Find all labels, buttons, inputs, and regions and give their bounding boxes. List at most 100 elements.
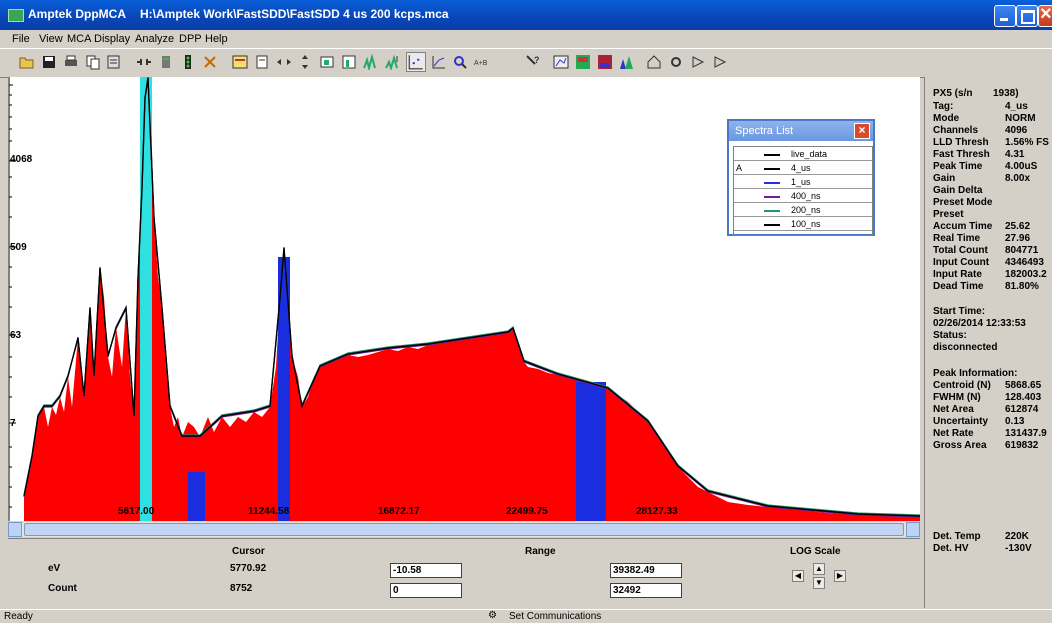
range-count-min-field[interactable]: 0 [390, 583, 462, 598]
spectrum-window-icon[interactable] [232, 54, 248, 70]
scroll-left-icon[interactable] [8, 522, 22, 537]
spectra-list-dialog[interactable]: Spectra List × live_data A 4_us 1_us 400… [727, 119, 875, 236]
zoom-icon[interactable] [452, 54, 468, 70]
paste-icon[interactable] [106, 54, 122, 70]
spectrum-item-4us[interactable]: A 4_us [734, 163, 872, 175]
info-row: Channels 4096 [933, 125, 1028, 136]
info-row: Accum Time 25.62 [933, 221, 1031, 232]
home-icon[interactable] [646, 54, 662, 70]
swatch [764, 168, 780, 170]
info-row: Dead Time 81.80% [933, 281, 1039, 292]
status-bar: Ready ⚙ Set Communications [0, 609, 1052, 623]
scale-down-button[interactable]: ▼ [813, 577, 825, 589]
app-name: Amptek DppMCA [28, 7, 126, 21]
readout-panel: Cursor Range LOG Scale eV Count 5770.92 … [8, 538, 920, 609]
delta-icon[interactable] [597, 54, 613, 70]
minimize-button[interactable] [994, 5, 1016, 27]
close-button[interactable] [1038, 3, 1052, 27]
maximize-button[interactable] [1016, 5, 1038, 27]
menu-bar: File View MCA Display Analyze DPP Help [0, 30, 1052, 47]
open-icon[interactable] [19, 54, 35, 70]
connect-icon[interactable] [136, 54, 152, 70]
info-panel: PX5 (s/n 1938) Tag: 4_us Mode NORM Channels… [924, 77, 1052, 608]
app-icon [8, 9, 24, 22]
menu-mca[interactable]: MCA [67, 33, 92, 45]
peak-row: Gross Area 619832 [933, 440, 1039, 451]
menu-display[interactable]: Display [94, 33, 131, 45]
help-icon[interactable]: ? [525, 54, 541, 70]
status-communications: Set Communications [509, 611, 602, 622]
save-icon[interactable] [41, 54, 57, 70]
traffic-light-icon[interactable] [180, 54, 196, 70]
peak-row: Net Rate 131437.9 [933, 428, 1047, 439]
info-row: Preset Mode [933, 197, 993, 208]
det-row: Det. Temp 220K [933, 531, 1029, 542]
settings-icon[interactable] [668, 54, 684, 70]
horizontal-scrollbar[interactable] [8, 522, 920, 537]
bar-icon[interactable] [341, 54, 357, 70]
info-row: Tag: 4_us [933, 101, 1028, 112]
x-tick-4: 22499.75 [506, 506, 548, 517]
line-icon[interactable] [431, 54, 447, 70]
menu-analyze[interactable]: Analyze [135, 33, 175, 45]
menu-help[interactable]: Help [205, 33, 228, 45]
info-row: LLD Thresh 1.56% FS [933, 137, 1049, 148]
range-count-max-field[interactable]: 32492 [610, 583, 682, 598]
info-row: Gain 8.00x [933, 173, 1031, 184]
count-label: Count [48, 583, 77, 594]
horizontal-zoom-icon[interactable] [276, 54, 292, 70]
spectrum-item-1us[interactable]: 1_us [734, 177, 872, 189]
peak-row: Uncertainty 0.13 [933, 416, 1025, 427]
add-spectra-icon[interactable]: A+B [473, 54, 493, 70]
play-icon[interactable] [690, 54, 706, 70]
cursor-label: Cursor [232, 546, 265, 557]
cursor-ev-value: 5770.92 [230, 563, 267, 574]
print-icon[interactable] [63, 54, 79, 70]
y-tick-509: 509 [10, 242, 27, 253]
y-tick-4068: 4068 [10, 154, 33, 165]
swatch [764, 196, 780, 198]
y-tick-7: 7 [10, 418, 16, 429]
spectrum-item-400ns[interactable]: 400_ns [734, 191, 872, 203]
chart-icon[interactable] [553, 54, 569, 70]
device-icon[interactable] [158, 54, 174, 70]
scale-left-button[interactable]: ◀ [792, 570, 804, 582]
menu-file[interactable]: File [12, 33, 30, 45]
color-peaks-icon[interactable] [619, 54, 635, 70]
calibrate-icon[interactable] [575, 54, 591, 70]
window-title: Amptek DppMCA H:\Amptek Work\FastSDD\Fast… [28, 7, 449, 21]
clear-icon[interactable] [202, 54, 218, 70]
vertical-zoom-icon[interactable] [297, 54, 313, 70]
swatch [764, 154, 780, 156]
close-icon[interactable]: × [854, 123, 870, 139]
info-row: Mode NORM [933, 113, 1036, 124]
range-label: Range [525, 546, 556, 557]
peak-row: Centroid (N) 5868.65 [933, 380, 1042, 391]
menu-view[interactable]: View [39, 33, 63, 45]
status-ready: Ready [4, 611, 33, 622]
start-time: 02/26/2014 12:33:53 [933, 318, 1026, 329]
range-ev-min-field[interactable]: -10.58 [390, 563, 462, 578]
ev-label: eV [48, 563, 61, 574]
peaks-icon[interactable] [363, 54, 379, 70]
spectrum-area [24, 77, 920, 521]
roi-blue-2 [278, 257, 290, 521]
play-step-icon[interactable] [712, 54, 728, 70]
points-icon[interactable] [406, 52, 426, 72]
spectrum-item-live-data[interactable]: live_data [734, 149, 872, 161]
peak-search-icon[interactable] [385, 54, 401, 70]
scale-up-button[interactable]: ▲ [813, 563, 825, 575]
spectrum-item-200ns[interactable]: 200_ns [734, 205, 872, 217]
range-ev-max-field[interactable]: 39382.49 [610, 563, 682, 578]
spectrum-svg[interactable] [8, 77, 920, 521]
scroll-thumb[interactable] [24, 523, 904, 536]
scroll-right-icon[interactable] [906, 522, 920, 537]
copy-icon[interactable] [85, 54, 101, 70]
peak-info-heading: Peak Information: [933, 368, 1018, 379]
scale-right-button[interactable]: ▶ [834, 570, 846, 582]
roi-icon[interactable] [319, 54, 335, 70]
menu-dpp[interactable]: DPP [179, 33, 202, 45]
det-row: Det. HV -130V [933, 543, 1032, 554]
spectrum-item-100ns[interactable]: 100_ns [734, 219, 872, 231]
list-icon[interactable] [254, 54, 270, 70]
